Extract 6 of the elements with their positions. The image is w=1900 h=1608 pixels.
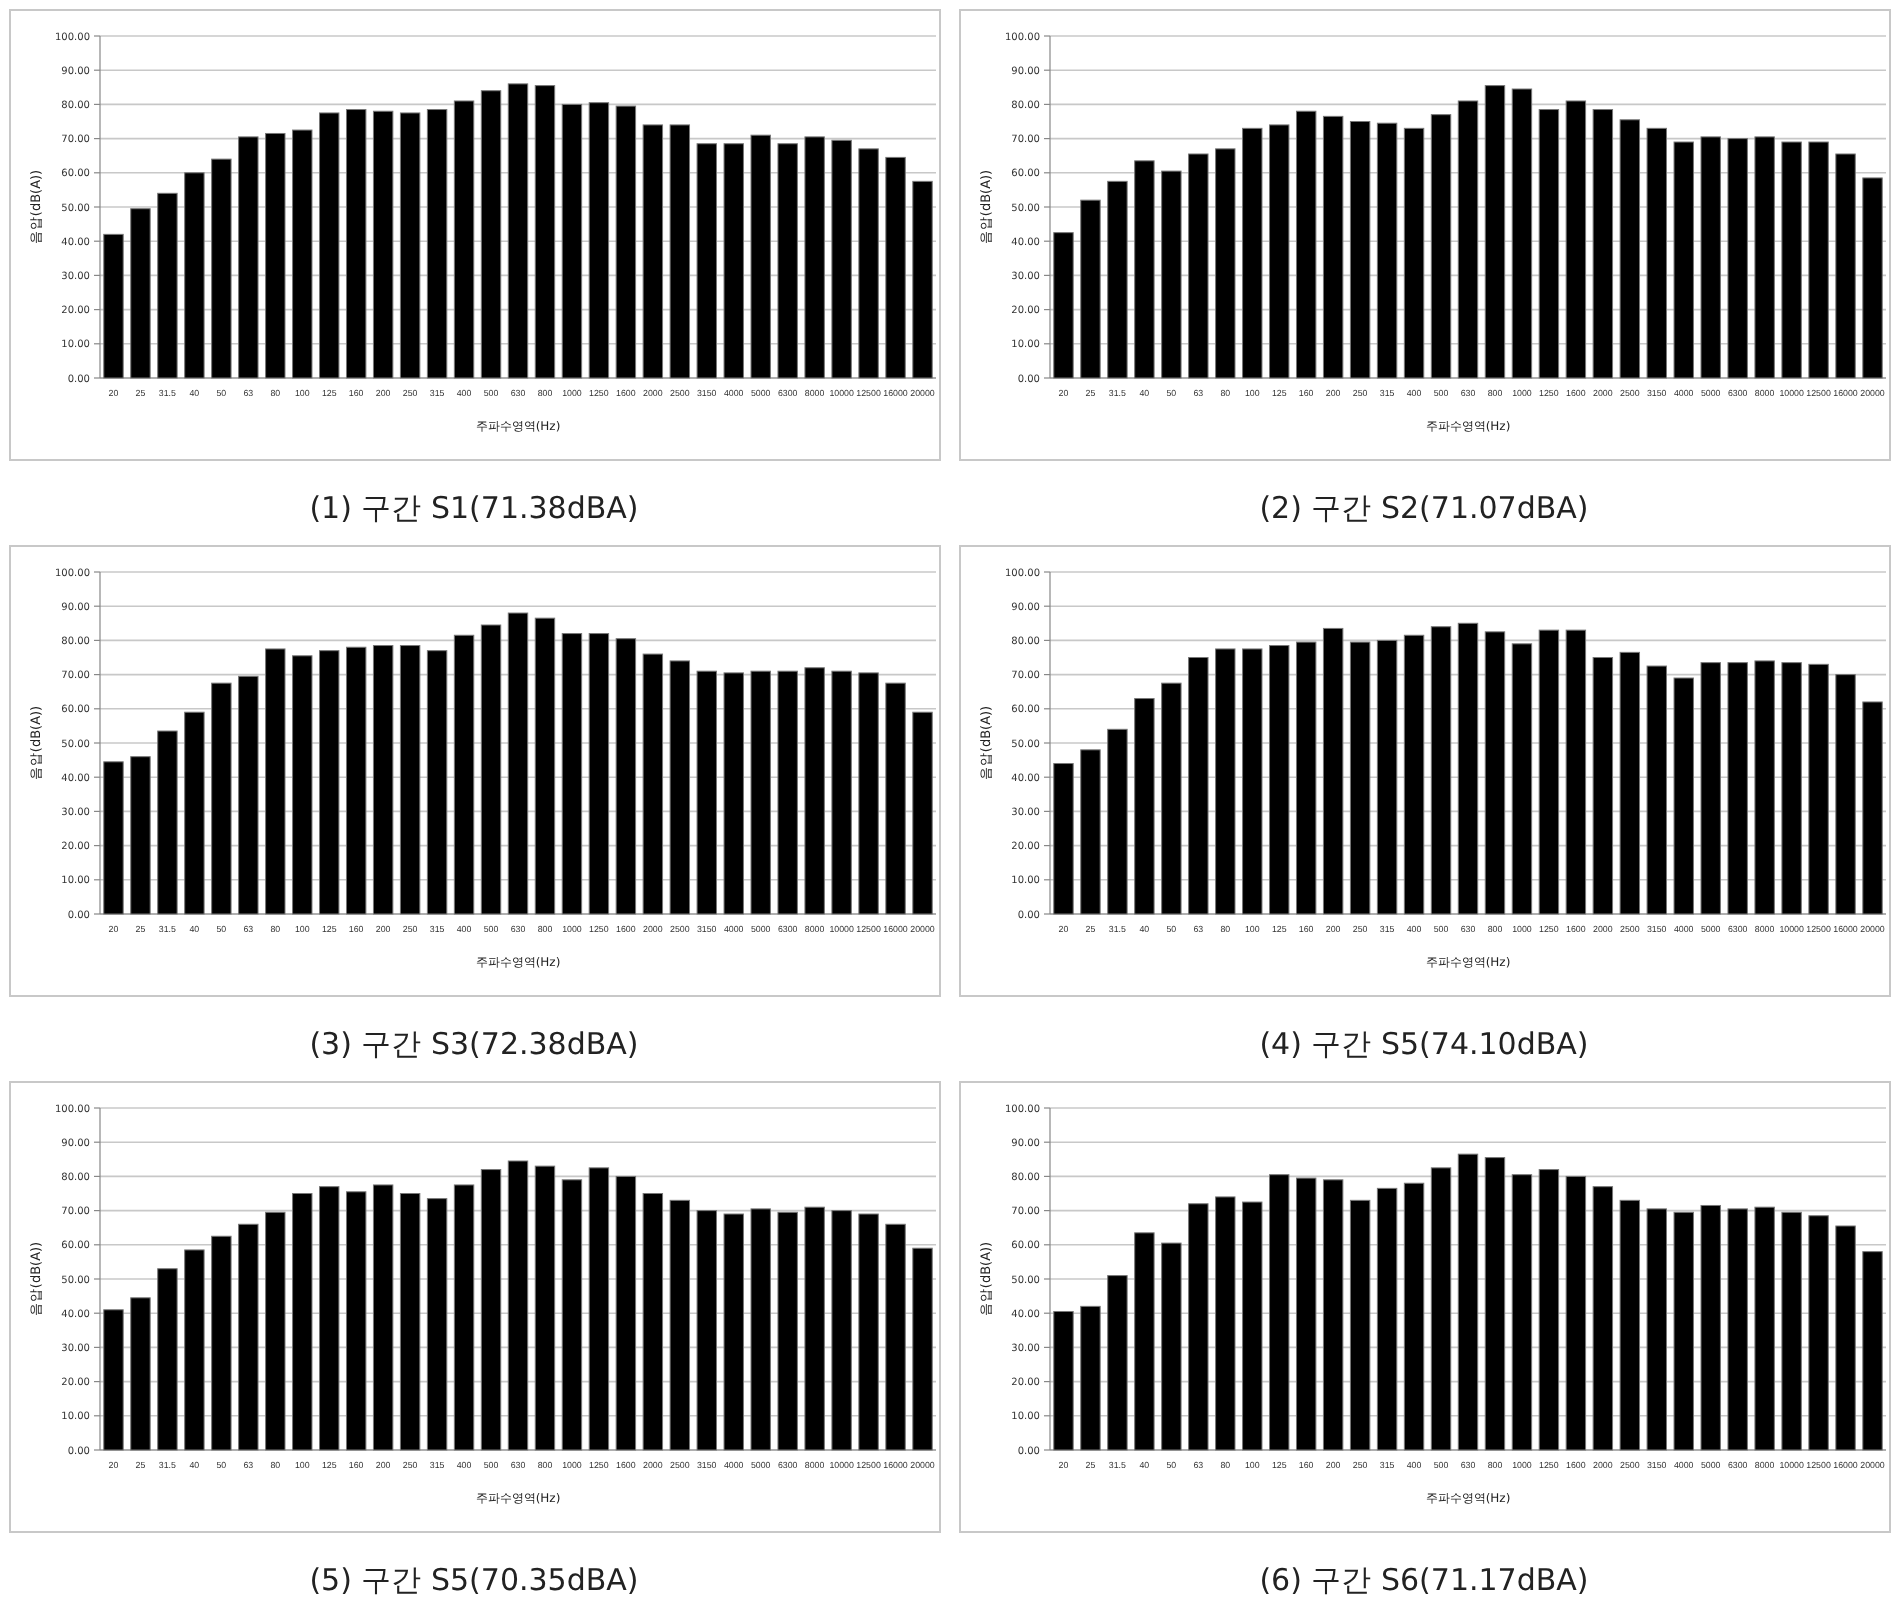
text: (1) 구간 S1(71.38dBA) (309, 490, 639, 526)
text: (5) 구간 S5(70.35dBA) (309, 1562, 639, 1598)
text: (3) 구간 S3(72.38dBA) (309, 1026, 639, 1062)
text: (2) 구간 S2(71.07dBA) (1259, 490, 1589, 526)
text: (6) 구간 S6(71.17dBA) (1259, 1562, 1589, 1598)
text: (4) 구간 S5(74.10dBA) (1259, 1026, 1589, 1062)
